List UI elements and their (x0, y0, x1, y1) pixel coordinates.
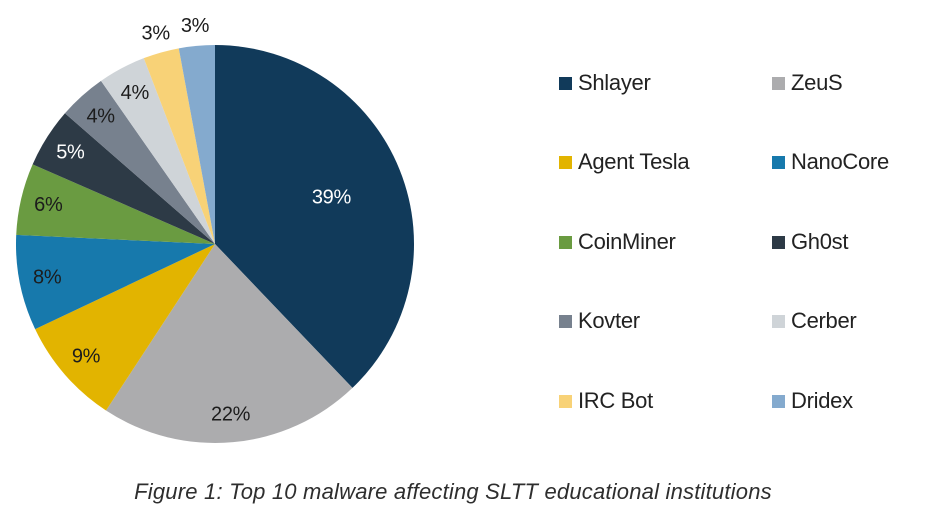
legend-item-agent-tesla: Agent Tesla (559, 149, 772, 175)
legend-swatch-cerber (772, 315, 785, 329)
slice-value-label-agent-tesla: 9% (72, 345, 101, 367)
legend-label: Agent Tesla (578, 149, 690, 175)
legend-swatch-zeus (772, 76, 785, 90)
slice-value-label-gh0st: 5% (56, 142, 85, 164)
legend-swatch-coinminer (559, 235, 572, 249)
pie-slice-gh0st (32, 113, 215, 245)
legend-swatch-gh0st (772, 235, 785, 249)
legend-swatch-irc-bot (559, 394, 572, 408)
pie-slice-coinminer (16, 164, 216, 244)
legend-item-coinminer: CoinMiner (559, 229, 772, 255)
slice-value-label-zeus: 22% (211, 403, 251, 425)
legend-item-zeus: ZeuS (772, 70, 934, 96)
pie-slice-shlayer (215, 45, 415, 388)
legend-label: Gh0st (791, 228, 849, 254)
pie-slice-zeus (106, 244, 353, 444)
pie-slice-agent-tesla (35, 244, 216, 411)
pie-slice-dridex (178, 44, 215, 244)
legend-swatch-nanocore (772, 156, 785, 170)
legend-item-shlayer: Shlayer (559, 70, 772, 96)
figure-caption: Figure 1: Top 10 malware affecting SLTT … (134, 479, 772, 504)
legend: Shlayer ZeuS Agent Tesla NanoCore CoinMiner G… (559, 43, 934, 441)
pie-slice-kovter (64, 80, 215, 244)
slice-value-label-dridex: 3% (181, 15, 210, 37)
legend-swatch-kovter (559, 315, 572, 329)
legend-label: NanoCore (791, 149, 889, 175)
slice-value-label-shlayer: 39% (312, 186, 352, 208)
legend-item-cerber: Cerber (772, 308, 934, 334)
legend-item-irc-bot: IRC Bot (559, 388, 772, 414)
legend-swatch-agent-tesla (559, 156, 572, 170)
slice-value-label-nanocore: 8% (33, 267, 62, 289)
slice-value-label-kovter: 4% (86, 106, 115, 128)
legend-label: Dridex (791, 387, 853, 413)
legend-label: Shlayer (578, 69, 651, 95)
legend-swatch-dridex (772, 394, 785, 408)
legend-label: Kovter (578, 308, 640, 334)
legend-item-kovter: Kovter (559, 308, 772, 334)
slice-value-label-coinminer: 6% (34, 194, 63, 216)
legend-item-gh0st: Gh0st (772, 229, 934, 255)
legend-label: Cerber (791, 308, 857, 334)
legend-swatch-shlayer (559, 76, 572, 90)
legend-item-nanocore: NanoCore (772, 149, 934, 175)
pie-slice-nanocore (16, 234, 215, 330)
pie-slice-irc-bot (143, 48, 215, 244)
legend-label: IRC Bot (578, 387, 653, 413)
pie-chart: 39%22%9%8%6%5%4%4%3% 3% (16, 15, 415, 444)
slice-value-label-irc-bot: 3% (142, 22, 171, 44)
legend-item-dridex: Dridex (772, 388, 934, 414)
legend-label: CoinMiner (578, 228, 676, 254)
legend-label: ZeuS (791, 69, 843, 95)
slice-value-label-cerber: 4% (121, 82, 150, 104)
pie-slice-cerber (101, 58, 215, 245)
